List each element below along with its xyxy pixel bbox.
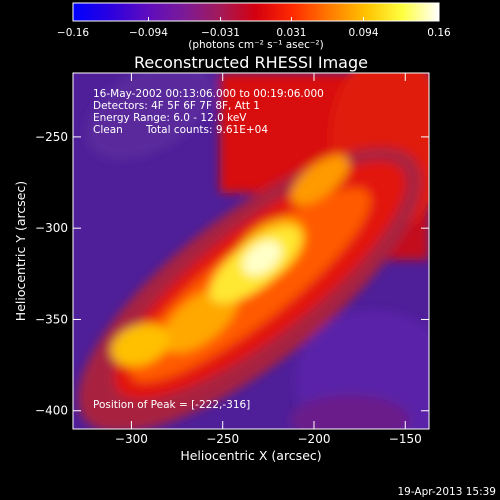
- knot-middle: [162, 287, 238, 353]
- annotation-peak-position: Position of Peak = [-222,-316]: [93, 399, 250, 411]
- annotation-time-range: 16-May-2002 00:13:06.000 to 00:19:06.000: [93, 88, 324, 100]
- annotation-clean: Clean: [93, 124, 123, 136]
- plot-frame: [72, 72, 430, 430]
- y-tick-label: −250: [35, 130, 68, 144]
- x-tick-label: −150: [389, 432, 422, 446]
- colorbar: [72, 2, 440, 22]
- colorbar-tick-label: −0.031: [201, 27, 240, 39]
- colorbar-unit-label: (photons cm⁻² s⁻¹ asec⁻²): [188, 39, 323, 51]
- colorbar-tick-label: 0.094: [348, 27, 378, 39]
- y-tick-label: −350: [35, 312, 68, 326]
- x-axis-ticks: −300 −250 −200 −150: [115, 73, 422, 446]
- x-tick-label: −300: [115, 432, 148, 446]
- peak-core: [242, 240, 282, 276]
- upper-left-purple: [86, 73, 214, 160]
- x-tick-label: −200: [298, 432, 331, 446]
- chart-title: Reconstructed RHESSI Image: [134, 53, 368, 72]
- y-axis-label: Heliocentric Y (arcsec): [13, 181, 28, 321]
- heatmap-image: [73, 73, 429, 429]
- x-axis-label: Heliocentric X (arcsec): [180, 448, 321, 463]
- colorbar-tick-label: −0.094: [129, 27, 168, 39]
- y-axis-ticks: −250 −300 −350 −400: [35, 130, 429, 418]
- lower-right-dark: [290, 395, 410, 429]
- annotation-energy-range: Energy Range: 6.0 - 12.0 keV: [93, 112, 247, 124]
- x-tick-label: −250: [206, 432, 239, 446]
- knot-lower-left: [110, 323, 170, 367]
- colorbar-tick-label: −0.16: [57, 27, 89, 39]
- y-tick-label: −300: [35, 221, 68, 235]
- annotation-total-counts: Total counts: 9.61E+04: [145, 124, 268, 136]
- colorbar-tick-label: 0.16: [427, 27, 451, 39]
- footer-timestamp: 19-Apr-2013 15:39: [397, 486, 496, 498]
- colorbar-ticks: −0.16 −0.094 −0.031 0.031 0.094 0.16: [57, 17, 451, 39]
- colorbar-tick-label: 0.031: [276, 27, 306, 39]
- emission-blobs: [78, 73, 429, 429]
- y-tick-label: −400: [35, 404, 68, 418]
- annotation-detectors: Detectors: 4F 5F 6F 7F 8F, Att 1: [93, 100, 260, 112]
- upper-extension: [290, 155, 350, 205]
